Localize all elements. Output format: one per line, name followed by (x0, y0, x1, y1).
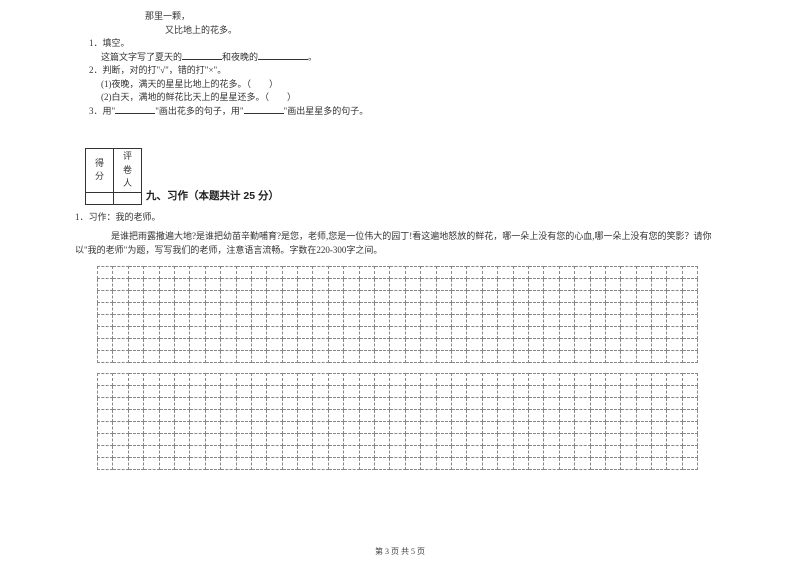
essay-body: 是谁把雨露撒遍大地?是谁把幼苗辛勤哺育?是您，老师,您是一位伟大的园丁!看这遍地… (65, 230, 735, 258)
fill-blank-4[interactable] (244, 105, 284, 114)
score-label: 得分 (86, 149, 114, 193)
question-2-number: 2．判断，对的打"√"，错的打"×"。 (65, 64, 735, 78)
reviewer-label: 评卷人 (114, 149, 142, 193)
score-section: 得分 评卷人 九、习作（本题共计 25 分） (85, 148, 735, 205)
question-2-sub1: (1)夜晚，满天的星星比地上的花多。（ ） (65, 78, 735, 92)
question-2-sub2: (2)白天，满地的鲜花比天上的星星还多。（ ） (65, 91, 735, 105)
q3-b: "画出花多的句子，用" (155, 106, 243, 116)
fill-blank-1[interactable] (182, 51, 222, 60)
reviewer-value-cell[interactable] (114, 192, 142, 204)
fill-blank-2[interactable] (258, 51, 308, 60)
page-footer: 第 3 页 共 5 页 (0, 546, 800, 557)
question-1-number: 1．填空。 (65, 37, 735, 51)
score-table: 得分 评卷人 (85, 148, 142, 205)
writing-grid-top[interactable] (97, 266, 698, 363)
poem-line-2: 又比地上的花多。 (65, 24, 735, 38)
essay-intro: 1．习作：我的老师。 (65, 211, 735, 225)
q1-text-a: 这篇文字写了夏天的 (101, 52, 182, 62)
score-value-cell[interactable] (86, 192, 114, 204)
writing-grid-bottom[interactable] (97, 373, 698, 470)
essay-body-text: 是谁把雨露撒遍大地?是谁把幼苗辛勤哺育?是您，老师,您是一位伟大的园丁!看这遍地… (75, 231, 712, 255)
question-1-text: 这篇文字写了夏天的 和夜晚的 。 (65, 51, 735, 65)
q3-c: "画出星星多的句子。 (284, 106, 369, 116)
q1-text-b: 和夜晚的 (222, 52, 258, 62)
writing-grid-wrap (97, 266, 703, 470)
section-9-title: 九、习作（本题共计 25 分） (146, 189, 279, 205)
fill-blank-3[interactable] (115, 105, 155, 114)
q1-text-c: 。 (308, 52, 317, 62)
q3-a: 3．用" (89, 106, 115, 116)
question-3: 3．用" "画出花多的句子，用" "画出星星多的句子。 (65, 105, 735, 119)
poem-line-1: 那里一颗， (65, 10, 735, 24)
